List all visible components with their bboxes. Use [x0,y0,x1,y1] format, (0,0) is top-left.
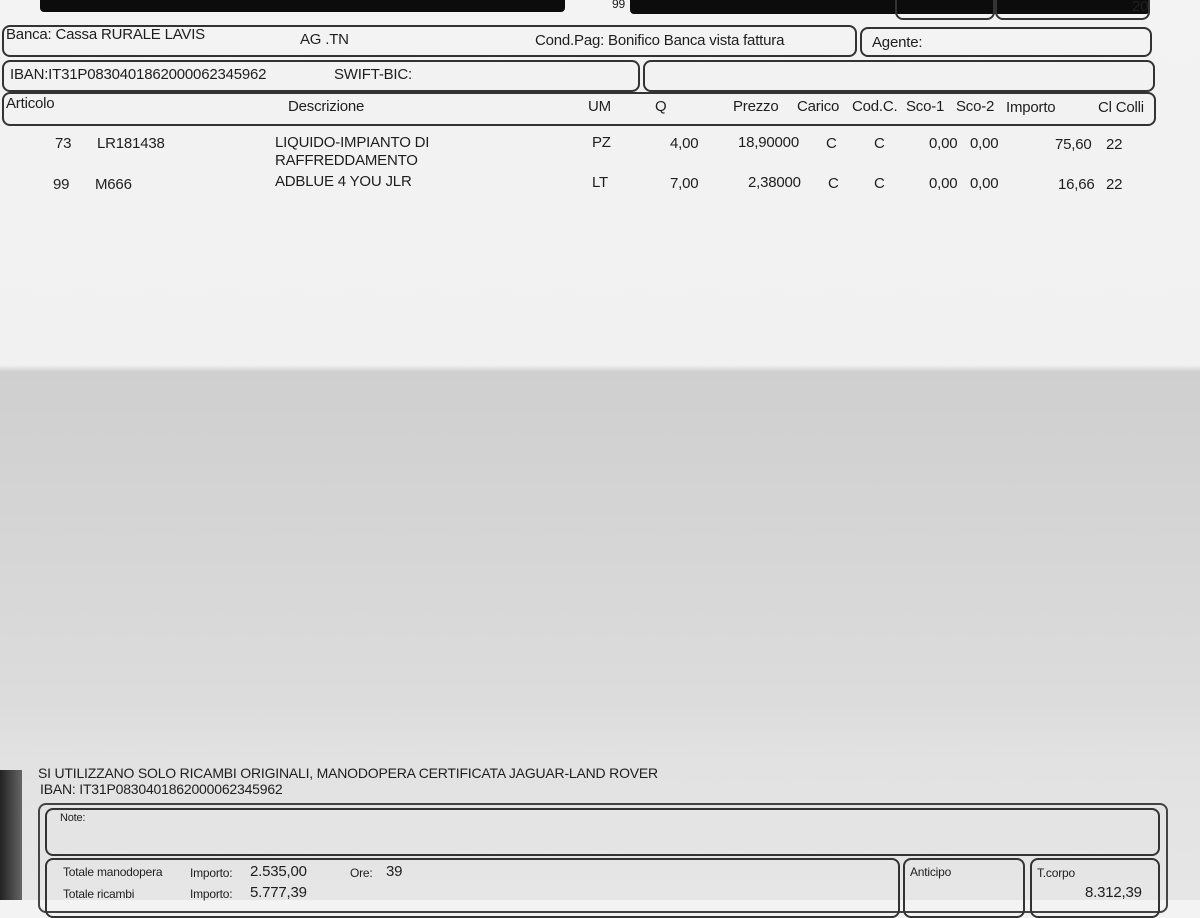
col-prezzo: Prezzo [733,98,779,115]
col-articolo: Articolo [6,95,55,112]
footer-iban: IBAN: IT31P0830401862000062345962 [40,781,283,797]
bank-name: Banca: Cassa RURALE LAVIS [6,26,205,43]
carico: C [826,135,837,152]
cod-c: C [874,135,885,152]
footer-notice: SI UTILIZZANO SOLO RICAMBI ORIGINALI, MA… [38,765,658,781]
iban-box [2,60,640,92]
col-sco1: Sco-1 [906,98,945,115]
parts-amount-label: Importo: [190,887,233,901]
price: 2,38000 [748,174,801,191]
hours-label: Ore: [350,866,373,880]
col-cl-colli: Cl Colli [1098,99,1144,116]
row-number: 99 [53,176,70,193]
cl-colli: 22 [1106,136,1123,153]
anticipo-label: Anticipo [910,865,952,879]
iban-right-box [643,60,1155,92]
labor-total-label: Totale manodopera [63,865,163,879]
sconto-2: 0,00 [970,175,999,192]
amount: 75,60 [1055,136,1092,153]
payment-terms: Cond.Pag: Bonifico Banca vista fattura [535,32,785,49]
unit: LT [592,174,608,191]
price: 18,90000 [738,134,799,151]
sconto-1: 0,00 [929,175,958,192]
redacted-area [40,0,565,12]
quantity: 7,00 [670,175,699,192]
col-q: Q [655,98,667,115]
totals-box [45,858,900,918]
paper-edge-shadow [0,770,22,900]
col-codc: Cod.C. [852,98,898,115]
col-importo: Importo [1006,99,1056,116]
agent-box [860,27,1152,57]
note-box [45,808,1160,856]
bank-agency: AG .TN [300,31,349,48]
bank-box [2,25,857,57]
labor-amount-label: Importo: [190,866,233,880]
labor-amount: 2.535,00 [250,863,307,880]
cl-colli: 22 [1106,176,1123,193]
col-sco2: Sco-2 [956,98,995,115]
header-fragment: 20 [1132,0,1149,15]
article-code: M666 [95,176,132,193]
sconto-1: 0,00 [929,135,958,152]
tcorpo-label: T.corpo [1037,866,1075,880]
header-box [895,0,995,20]
note-label: Note: [60,812,86,824]
hours: 39 [386,863,403,880]
header-box [995,0,1150,20]
col-descrizione: Descrizione [288,98,365,115]
article-code: LR181438 [97,135,165,152]
quantity: 4,00 [670,135,699,152]
description-line2: RAFFREDDAMENTO [275,152,418,169]
iban: IBAN:IT31P0830401862000062345962 [10,66,267,83]
amount: 16,66 [1058,176,1095,193]
header-fragment: 99 [612,0,625,11]
description: LIQUIDO-IMPIANTO DI [275,134,430,151]
unit: PZ [592,134,611,151]
parts-amount: 5.777,39 [250,884,307,901]
sconto-2: 0,00 [970,135,999,152]
parts-total-label: Totale ricambi [63,887,135,901]
row-number: 73 [55,135,72,152]
agent-label: Agente: [872,34,923,51]
tcorpo-value: 8.312,39 [1085,884,1142,901]
swift-label: SWIFT-BIC: [334,66,412,83]
col-carico: Carico [797,98,840,115]
cod-c: C [874,175,885,192]
redacted-area [630,0,1150,14]
col-um: UM [588,98,611,115]
carico: C [828,175,839,192]
description: ADBLUE 4 YOU JLR [275,173,412,190]
table-header [2,92,1156,126]
